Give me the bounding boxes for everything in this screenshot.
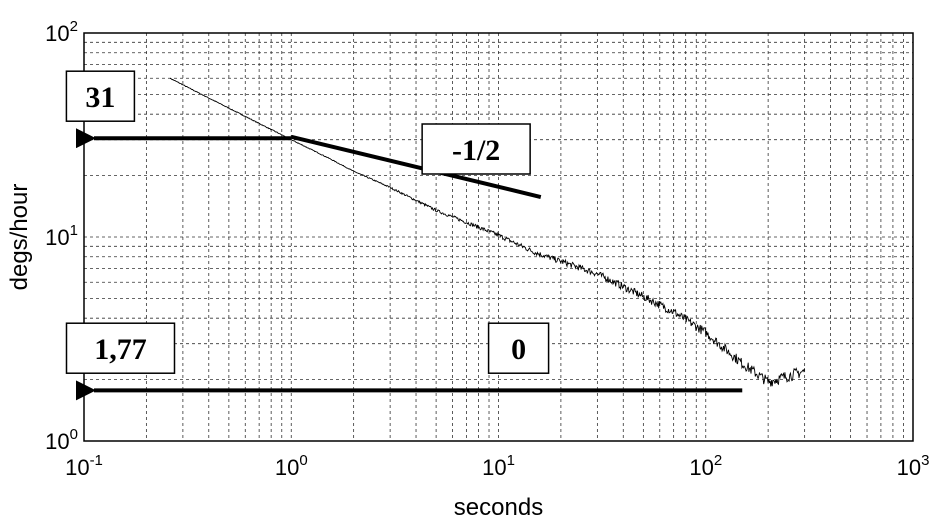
y-tick-label-base: 10: [45, 225, 69, 250]
y-tick-label-exponent: 2: [70, 18, 78, 35]
x-tick-label-exponent: 2: [714, 452, 722, 469]
x-tick-label: 10-1: [65, 452, 103, 480]
x-tick-label-base: 10: [482, 455, 506, 480]
x-tick-label: 102: [689, 452, 722, 480]
x-tick-label-base: 10: [897, 455, 921, 480]
x-axis-label: seconds: [454, 494, 543, 521]
plot-frame: [83, 32, 914, 442]
y-tick-label: 100: [45, 426, 78, 454]
x-tick-label-exponent: -1: [90, 452, 103, 469]
x-tick-label: 100: [275, 452, 308, 480]
reference-line: [290, 134, 542, 199]
x-tick-label-exponent: 1: [507, 452, 515, 469]
annotation-box: [421, 123, 531, 175]
x-tick-label-base: 10: [275, 455, 299, 480]
series-layer: [169, 77, 806, 387]
annotation-label: 0: [511, 333, 526, 366]
grid-lines: [84, 33, 913, 441]
annotation-box: [65, 70, 136, 122]
y-axis-label: degs/hour: [6, 184, 33, 291]
annotation-box: [487, 322, 550, 374]
x-tick-label-exponent: 3: [921, 452, 929, 469]
annotation-box: [65, 322, 176, 374]
x-tick-label-base: 10: [689, 455, 713, 480]
y-tick-label-exponent: 1: [70, 222, 78, 239]
annotation-label: -1/2: [452, 134, 500, 167]
x-tick-label-base: 10: [65, 455, 89, 480]
x-tick-label-exponent: 0: [299, 452, 307, 469]
x-tick-label: 103: [897, 452, 930, 480]
y-tick-label-exponent: 0: [70, 426, 78, 443]
reference-lines: [76, 128, 743, 401]
x-tick-label: 101: [482, 452, 515, 480]
y-tick-label: 102: [45, 18, 78, 46]
annotation-boxes: 31 -1/2 1,77 0: [65, 70, 550, 374]
annotation-label: 31: [85, 81, 115, 114]
y-tick-label-base: 10: [45, 21, 69, 46]
annotation-label: 1,77: [94, 333, 147, 366]
series-line: [169, 77, 806, 387]
y-tick-label-base: 10: [45, 429, 69, 454]
y-tick-label: 101: [45, 222, 78, 250]
